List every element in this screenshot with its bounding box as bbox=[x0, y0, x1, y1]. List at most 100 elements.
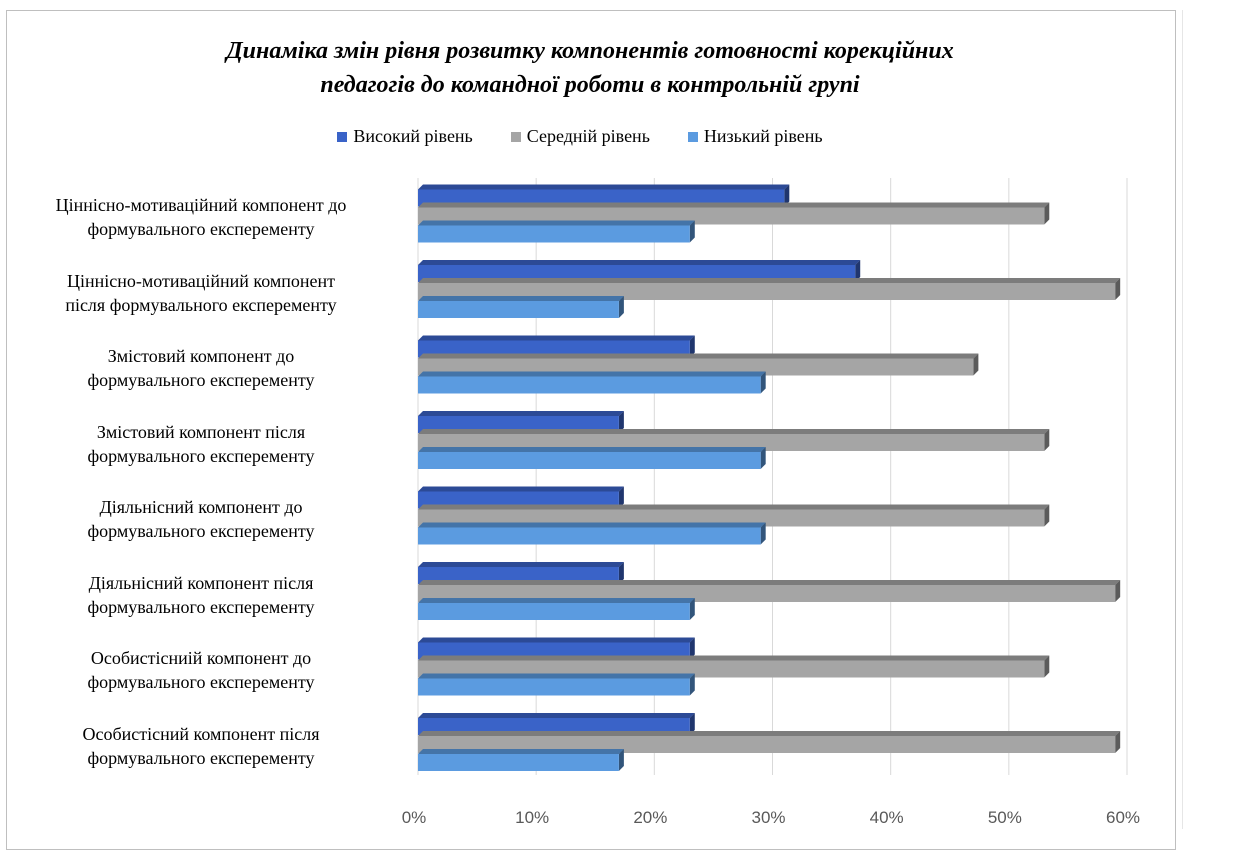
category-label-line: формувального експеременту bbox=[87, 747, 315, 768]
category-label-line: Особистісний компонент після bbox=[82, 723, 320, 744]
bar bbox=[418, 486, 624, 509]
bar bbox=[418, 749, 624, 771]
bar bbox=[418, 447, 766, 469]
bar-front-face bbox=[418, 585, 1116, 602]
chart-legend: Високий рівень Середній рівень Низький р… bbox=[0, 126, 1160, 147]
bar-side-face bbox=[618, 296, 624, 318]
bar-front-face bbox=[418, 527, 761, 545]
bar bbox=[418, 673, 695, 696]
bar-side-face bbox=[1044, 655, 1050, 678]
bar bbox=[418, 353, 979, 376]
bar-top-face bbox=[418, 598, 695, 603]
category-label-line: формувального експеременту bbox=[87, 521, 315, 541]
category-label-line: формувального експеременту bbox=[87, 219, 315, 239]
bar-top-face bbox=[418, 655, 1050, 661]
bar bbox=[418, 713, 695, 735]
legend-swatch-high bbox=[337, 131, 348, 142]
bar-top-face bbox=[418, 637, 695, 643]
x-tick-label: 30% bbox=[751, 808, 785, 827]
bar-side-face bbox=[760, 447, 766, 469]
category-label-line: Діяльнісний компонент після bbox=[88, 572, 314, 593]
category-label: Діяльнісний компонент до формувального ек… bbox=[10, 495, 392, 543]
bar-top-face bbox=[418, 749, 624, 754]
bar-front-face bbox=[418, 678, 690, 696]
x-tick-label: 0% bbox=[402, 808, 427, 827]
bar-side-face bbox=[689, 220, 695, 243]
category-label-line: Ціннісно-мотиваційний компонент до bbox=[55, 195, 347, 215]
chart-title-line-1: Динаміка змін рівня розвитку компонентів… bbox=[226, 38, 954, 64]
bar bbox=[418, 504, 1050, 527]
legend-label-medium: Середній рівень bbox=[526, 126, 650, 146]
bar-side-face bbox=[784, 184, 790, 207]
bar-front-face bbox=[418, 340, 690, 358]
x-tick-label: 40% bbox=[870, 808, 904, 827]
category-label-line: формувального експеременту bbox=[87, 370, 315, 390]
category-label-line: Особистісниій компонент до bbox=[90, 648, 312, 668]
bar-front-face bbox=[418, 376, 761, 394]
bar bbox=[418, 522, 766, 545]
bar-side-face bbox=[689, 713, 695, 735]
bar bbox=[418, 637, 695, 660]
bar-side-face bbox=[618, 486, 624, 509]
bar-front-face bbox=[418, 452, 761, 469]
bar bbox=[418, 429, 1050, 451]
bar-top-face bbox=[418, 580, 1121, 585]
category-label-line: Ціннісно-мотиваційний компонент bbox=[66, 270, 336, 291]
bar-top-face bbox=[418, 371, 766, 377]
bar-front-face bbox=[418, 567, 619, 584]
page-divider bbox=[1182, 10, 1183, 829]
category-label: Змістовий компонент після формувального е… bbox=[10, 420, 392, 468]
chart-title: Динаміка змін рівня розвитку компонентів… bbox=[0, 34, 1180, 102]
bar-top-face bbox=[418, 220, 695, 226]
category-label-line: Змістовий компонент після bbox=[96, 421, 306, 442]
legend-swatch-low bbox=[687, 131, 698, 142]
bar bbox=[418, 562, 624, 584]
bar-side-face bbox=[618, 749, 624, 771]
bar bbox=[418, 296, 624, 318]
bar bbox=[418, 371, 766, 394]
bar-front-face bbox=[418, 754, 619, 771]
bar-top-face bbox=[418, 447, 766, 452]
legend-item-low: Низький рівень bbox=[687, 126, 823, 147]
bar bbox=[418, 731, 1121, 753]
bar bbox=[418, 184, 790, 207]
bar-top-face bbox=[418, 411, 624, 416]
category-label: Ціннісно-мотиваційний компонент до формув… bbox=[10, 193, 392, 241]
chart-title-line-2: педагогів до командної роботи в контроль… bbox=[320, 72, 860, 98]
bar-front-face bbox=[418, 358, 974, 376]
bar bbox=[418, 411, 624, 433]
bar-side-face bbox=[1044, 504, 1050, 527]
category-label-line: формувального експеременту bbox=[87, 672, 315, 692]
bar-top-face bbox=[418, 278, 1121, 283]
bar-top-face bbox=[418, 713, 695, 718]
bar-front-face bbox=[418, 189, 785, 207]
bar-front-face bbox=[418, 736, 1116, 753]
category-label: Змістовий компонент до формувального експ… bbox=[10, 344, 392, 392]
category-label: Особистісниій компонент до формувального … bbox=[10, 646, 392, 694]
bar-side-face bbox=[618, 411, 624, 433]
bar-top-face bbox=[418, 731, 1121, 736]
bar bbox=[418, 260, 861, 282]
category-label-line: Змістовий компонент до bbox=[107, 346, 295, 366]
bar-front-face bbox=[418, 225, 690, 243]
legend-item-medium: Середній рівень bbox=[510, 126, 650, 147]
bar-front-face bbox=[418, 509, 1045, 527]
bar-top-face bbox=[418, 202, 1050, 208]
bar-top-face bbox=[418, 562, 624, 567]
bar-front-face bbox=[418, 301, 619, 318]
x-tick-label: 60% bbox=[1106, 808, 1140, 827]
bar-front-face bbox=[418, 603, 690, 620]
bar-front-face bbox=[418, 660, 1045, 678]
bar-side-face bbox=[618, 562, 624, 584]
bar-side-face bbox=[855, 260, 861, 282]
bar-side-face bbox=[689, 637, 695, 660]
bar-front-face bbox=[418, 491, 619, 509]
legend-item-high: Високий рівень bbox=[337, 126, 473, 147]
bar-top-face bbox=[418, 504, 1050, 510]
bar-side-face bbox=[1044, 202, 1050, 225]
bar bbox=[418, 220, 695, 243]
bar bbox=[418, 655, 1050, 678]
bar-front-face bbox=[418, 718, 690, 735]
bar bbox=[418, 335, 695, 358]
bar-side-face bbox=[1115, 731, 1121, 753]
